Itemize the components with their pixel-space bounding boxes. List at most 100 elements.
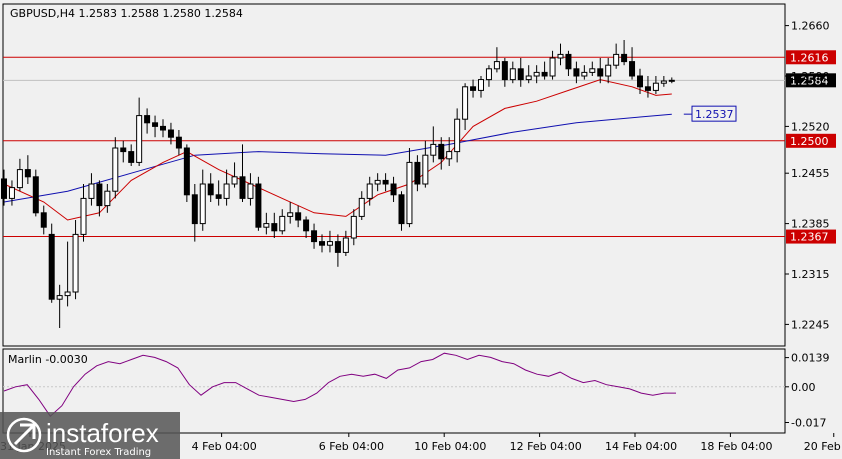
candle[interactable] — [446, 137, 453, 166]
candle[interactable] — [56, 284, 63, 328]
candle[interactable] — [279, 209, 286, 235]
candle[interactable] — [597, 58, 604, 84]
candle[interactable] — [462, 83, 469, 130]
candle[interactable] — [1, 169, 7, 206]
candle-body — [613, 53, 620, 66]
candle[interactable] — [613, 43, 620, 69]
candle[interactable] — [64, 241, 71, 307]
candle[interactable] — [104, 184, 111, 213]
candle[interactable] — [398, 191, 405, 231]
candle[interactable] — [128, 144, 135, 166]
candle[interactable] — [390, 176, 397, 202]
candle[interactable] — [589, 61, 596, 76]
candle[interactable] — [207, 173, 214, 202]
candle[interactable] — [8, 180, 15, 206]
price-pane[interactable] — [2, 3, 786, 347]
candle[interactable] — [191, 184, 198, 242]
candle-body — [32, 176, 39, 214]
candle[interactable] — [644, 76, 651, 98]
candle[interactable] — [470, 79, 477, 98]
candle-body — [334, 241, 341, 253]
candle[interactable] — [541, 61, 548, 80]
candle[interactable] — [501, 58, 508, 87]
candle[interactable] — [144, 108, 151, 134]
candle[interactable] — [263, 212, 270, 235]
candle[interactable] — [112, 137, 119, 199]
candle-body — [557, 53, 564, 59]
candle[interactable] — [573, 61, 580, 84]
candle[interactable] — [199, 169, 206, 231]
candle[interactable] — [414, 155, 421, 192]
candle[interactable] — [668, 77, 675, 84]
candle-body — [414, 161, 421, 185]
candle[interactable] — [525, 65, 532, 84]
candle-body — [470, 86, 477, 91]
candle[interactable] — [422, 140, 429, 188]
candle[interactable] — [152, 115, 159, 138]
candle[interactable] — [303, 216, 310, 238]
candle[interactable] — [72, 220, 79, 300]
candle[interactable] — [247, 173, 254, 206]
candle[interactable] — [295, 205, 302, 228]
candle-body — [350, 215, 357, 239]
candle[interactable] — [621, 40, 628, 66]
marlin-y-tick-label: -0.017 — [791, 417, 826, 430]
candle[interactable] — [605, 58, 612, 84]
candle[interactable] — [430, 126, 437, 163]
candle[interactable] — [454, 108, 461, 163]
candle[interactable] — [629, 47, 636, 80]
candle[interactable] — [239, 144, 246, 202]
candle[interactable] — [342, 230, 349, 256]
candle[interactable] — [660, 76, 667, 87]
candle[interactable] — [311, 223, 318, 249]
candle[interactable] — [652, 76, 659, 94]
candle[interactable] — [287, 202, 294, 224]
marlin-y-tick-label: 0.0139 — [791, 352, 830, 365]
candle[interactable] — [358, 191, 365, 220]
candle[interactable] — [637, 68, 643, 94]
candle[interactable] — [88, 173, 95, 206]
candle[interactable] — [581, 65, 588, 80]
candle[interactable] — [478, 76, 484, 98]
candle[interactable] — [509, 61, 516, 84]
candle[interactable] — [167, 122, 174, 145]
candle[interactable] — [80, 184, 87, 242]
candle[interactable] — [326, 230, 333, 253]
candle[interactable] — [96, 180, 103, 217]
candle[interactable] — [160, 119, 166, 138]
candle[interactable] — [120, 140, 127, 163]
candle[interactable] — [136, 97, 143, 166]
candle[interactable] — [319, 234, 325, 253]
candle[interactable] — [175, 130, 182, 156]
candle[interactable] — [334, 234, 341, 267]
candle[interactable] — [40, 205, 47, 235]
candle[interactable] — [485, 65, 492, 87]
candle[interactable] — [406, 148, 413, 228]
candle[interactable] — [32, 169, 39, 217]
candle-body — [525, 75, 532, 81]
candle[interactable] — [517, 58, 524, 87]
candle[interactable] — [350, 209, 357, 246]
candle[interactable] — [231, 162, 238, 188]
candle[interactable] — [565, 50, 572, 76]
candle[interactable] — [271, 212, 278, 238]
candle[interactable] — [382, 173, 389, 192]
candle[interactable] — [48, 223, 55, 303]
candle[interactable] — [438, 137, 445, 170]
candle[interactable] — [366, 176, 373, 206]
candle[interactable] — [549, 50, 556, 80]
candle[interactable] — [183, 144, 190, 202]
candle[interactable] — [255, 176, 262, 231]
marlin-y-tick-label: 0.00 — [791, 381, 816, 394]
candle[interactable] — [557, 43, 564, 66]
candle[interactable] — [374, 173, 381, 192]
candle-body — [597, 68, 604, 77]
candle[interactable] — [223, 169, 230, 206]
level-price-label: 1.2500 — [790, 135, 829, 148]
candle[interactable] — [493, 47, 500, 73]
candle[interactable] — [533, 65, 540, 84]
candle[interactable] — [215, 180, 222, 206]
candle[interactable] — [24, 155, 31, 184]
candle[interactable] — [16, 158, 23, 192]
